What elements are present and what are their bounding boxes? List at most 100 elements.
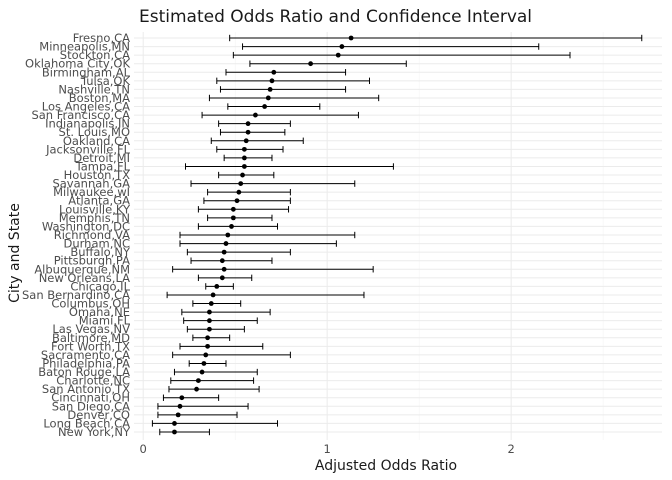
- x-axis-title: Adjusted Odds Ratio: [315, 458, 457, 474]
- odds-ratio-point: [205, 335, 210, 341]
- y-tick-label: New Orleans,LA: [39, 271, 130, 285]
- odds-ratio-point: [267, 86, 273, 92]
- error-bar: [186, 326, 245, 333]
- error-bar: [218, 120, 291, 127]
- y-tick-label: New York,NY: [58, 425, 131, 439]
- odds-ratio-point: [179, 395, 185, 401]
- error-bar: [205, 283, 234, 290]
- odds-ratio-point: [230, 206, 236, 212]
- error-bar: [201, 111, 359, 119]
- error-bar: [188, 360, 227, 367]
- error-bar: [232, 51, 571, 59]
- odds-ratio-point: [221, 249, 227, 255]
- odds-ratio-point: [175, 412, 181, 418]
- y-tick-label: Minneapolis,MN: [39, 40, 130, 54]
- odds-ratio-point: [262, 104, 268, 109]
- error-bar: [170, 377, 255, 384]
- odds-ratio-point: [339, 44, 345, 49]
- chart-title: Estimated Odds Ratio and Confidence Inte…: [139, 7, 532, 27]
- y-tick-label: Cincinnati,OH: [51, 391, 130, 405]
- error-bar: [216, 77, 370, 85]
- y-tick-label: Oakland,CA: [63, 134, 130, 148]
- error-bar: [192, 334, 231, 341]
- odds-ratio-point: [195, 378, 201, 384]
- odds-ratio-point: [241, 164, 247, 169]
- y-tick-label: San Diego,CA: [52, 399, 130, 413]
- odds-ratio-point: [219, 275, 225, 281]
- x-tick-label: 2: [507, 442, 514, 456]
- error-bar: [168, 385, 260, 393]
- y-tick-label: San Francisco,CA: [31, 108, 130, 122]
- odds-ratio-point: [210, 292, 216, 298]
- y-tick-label: Sacramento,CA: [41, 348, 130, 362]
- error-bar: [192, 300, 242, 307]
- odds-ratio-point: [223, 241, 229, 246]
- error-bar: [207, 214, 273, 222]
- y-tick-label: Durham,NC: [64, 237, 131, 251]
- error-bar: [223, 154, 273, 162]
- odds-ratio-point: [219, 258, 225, 264]
- error-bar: [172, 351, 291, 359]
- odds-ratio-point: [214, 283, 220, 289]
- odds-ratio-point: [221, 266, 227, 272]
- error-bar: [172, 266, 374, 273]
- y-tick-label: Fresno,CA: [73, 31, 130, 45]
- y-tick-label: Philadelphia,PA: [42, 356, 130, 370]
- y-tick-label: Long Beach,CA: [43, 416, 130, 430]
- y-tick-label: Tulsa,OK: [80, 74, 131, 88]
- error-bar: [181, 308, 271, 316]
- error-bar: [218, 171, 275, 179]
- y-tick-label: Milwaukee,wI: [53, 185, 130, 199]
- odds-ratio-point: [348, 35, 354, 41]
- error-bar: [157, 411, 238, 419]
- error-bar: [219, 129, 286, 136]
- odds-ratio-point: [207, 309, 212, 315]
- odds-ratio-point: [229, 224, 234, 229]
- y-tick-label: Stockton,CA: [60, 48, 130, 62]
- y-tick-label: Charlotte,NC: [56, 374, 130, 388]
- error-bar: [185, 163, 394, 170]
- error-bar: [216, 146, 284, 153]
- error-bar: [159, 428, 210, 436]
- y-tick-label: Miami,FL: [79, 314, 131, 328]
- x-axis-tick-labels: 0 1 2: [140, 442, 515, 456]
- error-bar: [197, 206, 290, 213]
- error-bar: [219, 86, 347, 93]
- odds-ratio-point: [203, 352, 209, 358]
- odds-ratio-point: [201, 361, 207, 366]
- y-tick-label: Columbus,OH: [51, 297, 130, 311]
- x-tick-label: 1: [324, 442, 331, 456]
- confidence-interval-bars: [151, 34, 643, 436]
- y-tick-label: Tampa,FL: [75, 159, 131, 173]
- y-tick-label: Birmingham,AL: [42, 65, 131, 79]
- y-tick-label: Chicago,IL: [70, 279, 130, 293]
- odds-ratio-point: [253, 112, 258, 118]
- y-tick-label: Fort Worth,TX: [51, 339, 130, 353]
- odds-ratio-point: [207, 318, 212, 324]
- error-bar: [227, 103, 321, 110]
- y-tick-label: Savannah,GA: [52, 177, 130, 191]
- y-tick-label: Los Angeles,CA: [42, 100, 130, 114]
- y-tick-label: Pittsburgh,PA: [54, 254, 130, 268]
- error-bar: [242, 43, 540, 50]
- error-bar: [190, 257, 273, 264]
- y-tick-label: Jacksonville,FL: [45, 142, 130, 156]
- odds-ratio-point: [245, 121, 251, 127]
- odds-ratio-point: [335, 52, 341, 58]
- y-tick-label: Oklahoma City,OK: [25, 57, 130, 71]
- odds-ratio-point: [230, 215, 236, 221]
- error-bar: [197, 274, 253, 282]
- y-tick-label: Omaha,NE: [69, 305, 130, 319]
- error-bar: [151, 420, 278, 427]
- y-tick-label: Denver,CO: [67, 408, 130, 422]
- odds-ratio-point: [243, 138, 249, 144]
- odds-ratio-point: [240, 172, 245, 178]
- error-bar: [225, 69, 347, 76]
- odds-ratio-point: [308, 61, 314, 67]
- y-tick-label: Buffalo,NY: [70, 245, 131, 259]
- error-bar: [190, 180, 356, 187]
- y-tick-label: Richmond,VA: [54, 228, 130, 242]
- error-bar: [157, 403, 249, 410]
- y-tick-label: Baton Rouge,LA: [38, 365, 130, 379]
